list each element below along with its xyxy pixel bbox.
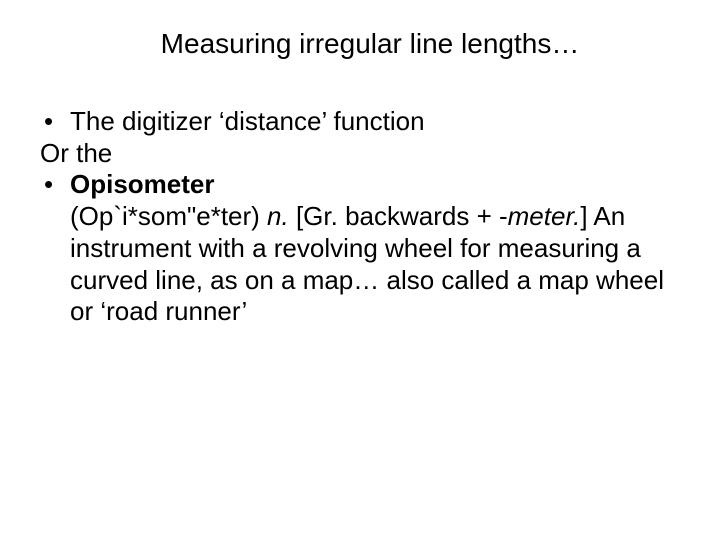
- bullet-text: The digitizer ‘distance’ function: [70, 106, 425, 136]
- def-pronunciation: (Op`i*som"e*ter): [70, 201, 267, 231]
- def-meter: meter.: [508, 201, 581, 231]
- slide-body: The digitizer ‘distance’ function Or the…: [40, 106, 680, 328]
- bullet-list-2: Opisometer: [40, 169, 680, 201]
- bullet-item-opisometer: Opisometer: [40, 169, 680, 201]
- opisometer-definition: (Op`i*som"e*ter) n. [Gr. backwards + -me…: [40, 201, 680, 328]
- def-text-1: [Gr. backwards + -: [289, 201, 508, 231]
- bullet-list: The digitizer ‘distance’ function: [40, 106, 680, 138]
- opisometer-term: Opisometer: [70, 169, 215, 199]
- slide-title: Measuring irregular line lengths…: [40, 28, 680, 60]
- slide: Measuring irregular line lengths… The di…: [0, 0, 720, 540]
- def-part-of-speech: n.: [267, 201, 289, 231]
- bullet-item-digitizer: The digitizer ‘distance’ function: [40, 106, 680, 138]
- or-the-line: Or the: [40, 138, 680, 170]
